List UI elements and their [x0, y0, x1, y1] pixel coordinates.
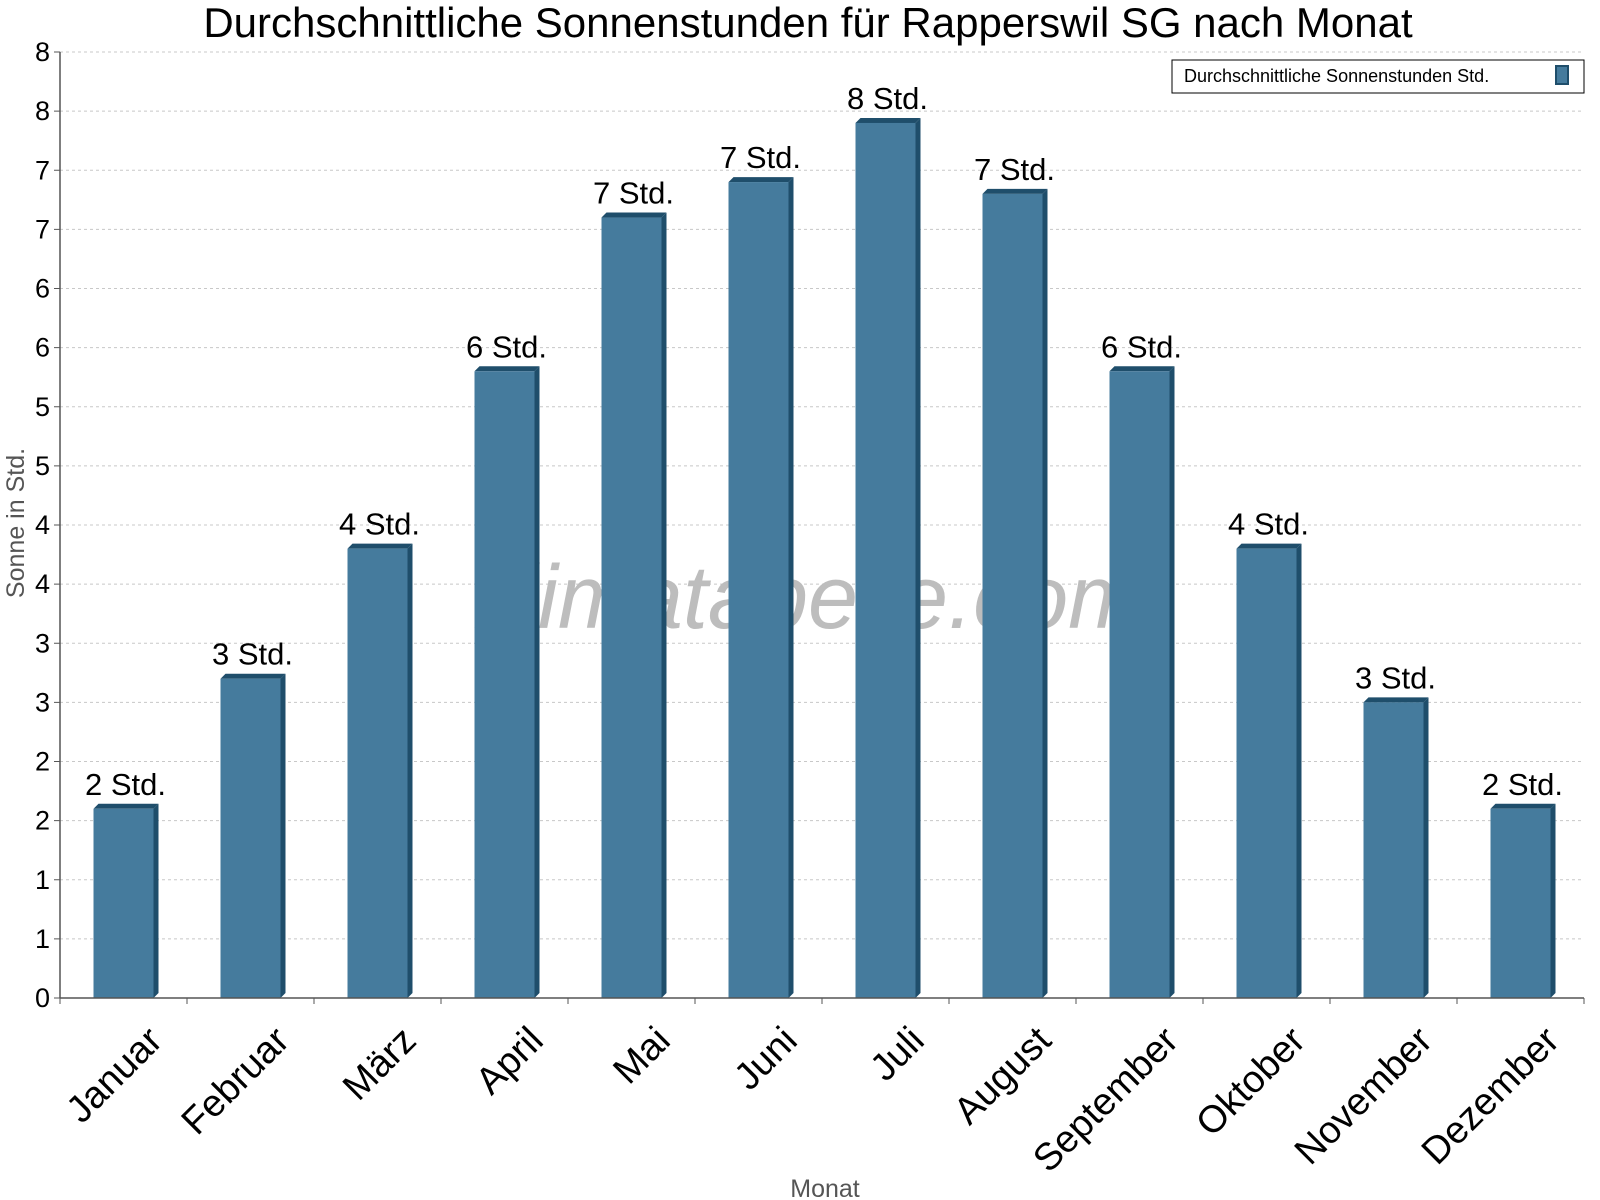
legend: Durchschnittliche Sonnenstunden Std. — [1171, 59, 1585, 94]
bar-top — [347, 543, 413, 549]
gridlines — [60, 51, 1584, 940]
data-labels: 2 Std. 3 Std. 4 Std. 6 Std. 7 Std. 7 Std. 8 St… — [85, 81, 1563, 802]
bar-top — [1109, 366, 1175, 372]
y-tick-label: 6 — [35, 333, 50, 363]
y-ticks: 0 1 1 2 2 3 3 4 4 5 5 6 6 7 7 8 8 — [35, 37, 60, 1013]
data-label: 7 Std. — [720, 140, 801, 175]
axes — [59, 52, 1585, 1004]
x-tick-label: Oktober — [1188, 1019, 1314, 1145]
bar — [982, 193, 1043, 998]
x-tick-label: Dezember — [1414, 1019, 1568, 1173]
bar — [93, 808, 154, 998]
bar — [728, 182, 789, 998]
data-label: 7 Std. — [974, 152, 1055, 187]
y-tick-label: 0 — [35, 983, 50, 1013]
bar — [1363, 702, 1424, 998]
bar — [220, 678, 281, 998]
x-ticks: Januar Februar März April Mai Juni Juli AugustS… — [59, 1019, 1568, 1180]
bar-side — [407, 543, 413, 998]
bar-top — [1490, 803, 1556, 809]
data-label: 7 Std. — [593, 176, 674, 211]
y-tick-label: 7 — [35, 155, 50, 185]
bar — [1490, 808, 1551, 998]
y-tick-label: 1 — [35, 924, 50, 954]
chart-title: Durchschnittliche Sonnenstunden für Rapp… — [203, 0, 1413, 46]
bar-top — [1236, 543, 1302, 549]
data-label: 4 Std. — [339, 507, 420, 542]
legend-swatch — [1555, 65, 1569, 85]
bar-side — [534, 366, 540, 998]
data-label: 2 Std. — [1482, 767, 1563, 802]
bar-side — [153, 803, 159, 998]
y-tick-label: 8 — [35, 37, 50, 67]
y-tick-label: 3 — [35, 687, 50, 717]
bar-side — [1550, 803, 1556, 998]
bar-top — [220, 673, 286, 679]
y-tick-label: 4 — [35, 510, 50, 540]
x-tick-label: Juni — [727, 1019, 806, 1098]
bar — [1109, 371, 1170, 998]
data-label: 6 Std. — [466, 329, 547, 364]
x-tick-label: Mai — [606, 1019, 679, 1092]
bar — [474, 371, 535, 998]
x-tick-label: März — [335, 1019, 424, 1108]
y-axis-title: Sonne in Std. — [2, 448, 30, 598]
bar-side — [1423, 697, 1429, 998]
y-tick-label: 6 — [35, 274, 50, 304]
bar-top — [855, 117, 921, 123]
y-tick-label: 4 — [35, 569, 50, 599]
bar — [855, 122, 916, 998]
data-label: 3 Std. — [212, 637, 293, 672]
data-label: 8 Std. — [847, 81, 928, 116]
data-label: 3 Std. — [1355, 660, 1436, 695]
bar-side — [1169, 366, 1175, 998]
x-tick-label: November — [1287, 1019, 1441, 1173]
y-tick-label: 1 — [35, 865, 50, 895]
y-tick-label: 5 — [35, 392, 50, 422]
x-axis-title: Monat — [790, 1175, 860, 1200]
bar-side — [1042, 188, 1048, 998]
y-tick-label: 5 — [35, 451, 50, 481]
bar-top — [728, 177, 794, 183]
bar-top — [93, 803, 159, 809]
bar-top — [982, 188, 1048, 194]
data-label: 6 Std. — [1101, 329, 1182, 364]
bar-top — [601, 212, 667, 218]
legend-box — [1171, 59, 1585, 94]
y-tick-label: 8 — [35, 96, 50, 126]
bar-side — [661, 212, 667, 999]
bar-side — [915, 117, 921, 998]
y-tick-label: 3 — [35, 628, 50, 658]
y-tick-label: 2 — [35, 747, 50, 777]
y-tick-label: 2 — [35, 806, 50, 836]
bar-side — [1296, 543, 1302, 998]
bar-side — [280, 673, 286, 998]
x-tick-label: Juli — [863, 1019, 933, 1089]
x-tick-label: Februar — [174, 1019, 298, 1143]
bar — [601, 217, 662, 999]
legend-label: Durchschnittliche Sonnenstunden Std. — [1184, 66, 1489, 86]
x-tick-label: Januar — [59, 1019, 171, 1131]
bar-top — [1363, 697, 1429, 703]
x-tick-label: August — [946, 1019, 1060, 1133]
bar-side — [788, 177, 794, 998]
bars — [93, 117, 1556, 999]
data-label: 2 Std. — [85, 767, 166, 802]
bar — [347, 548, 408, 998]
x-tick-label: April — [468, 1019, 551, 1102]
bar — [1236, 548, 1297, 998]
y-tick-label: 7 — [35, 214, 50, 244]
data-label: 4 Std. — [1228, 507, 1309, 542]
bar-top — [474, 366, 540, 372]
